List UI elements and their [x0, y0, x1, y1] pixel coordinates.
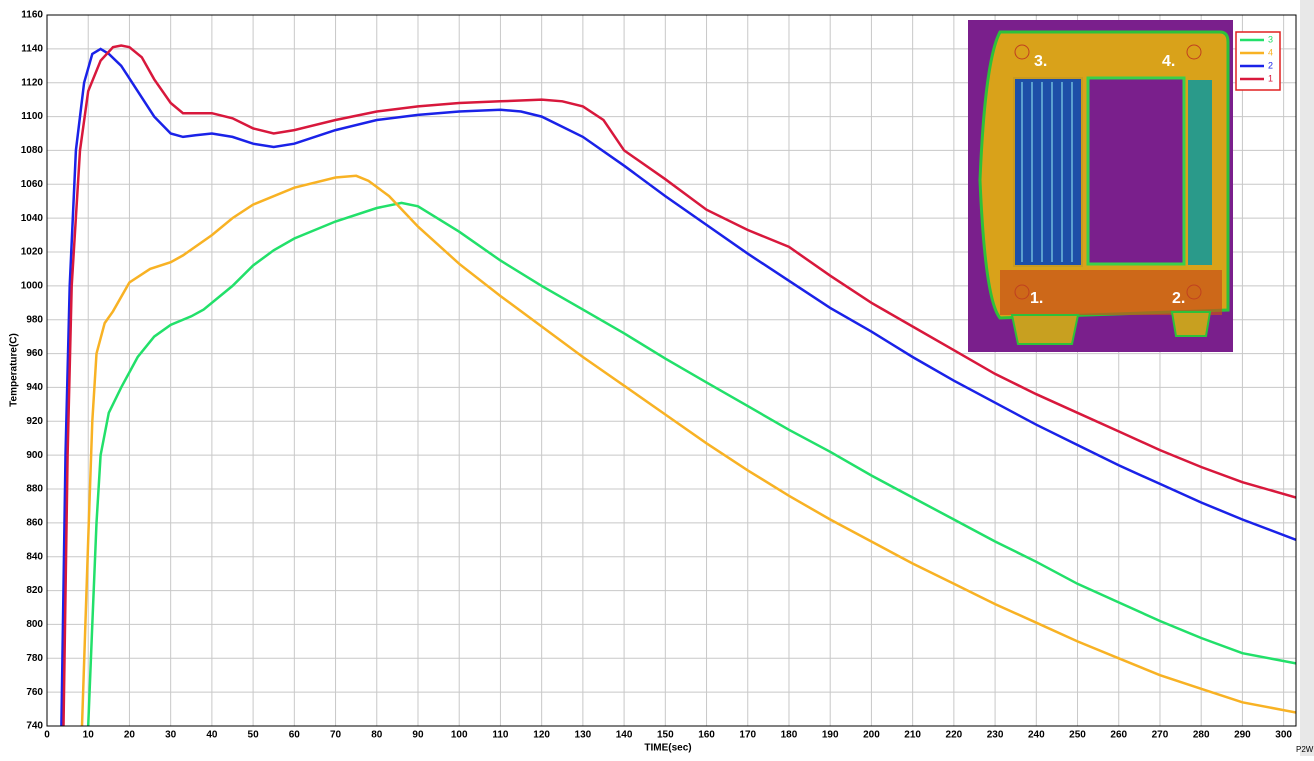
series-line [80, 174, 1296, 726]
casting-window [1086, 76, 1186, 266]
x-tick-label: 70 [330, 730, 342, 741]
x-tick-label: 130 [575, 730, 592, 741]
x-tick-label: 50 [248, 730, 260, 741]
y-tick-label: 940 [26, 382, 43, 393]
inset-label: 1. [1030, 290, 1043, 307]
x-tick-label: 150 [657, 730, 674, 741]
y-tick-label: 1160 [21, 10, 43, 21]
casting-arm [1188, 80, 1212, 265]
y-tick-label: 740 [26, 721, 43, 732]
x-tick-label: 10 [83, 730, 95, 741]
x-tick-label: 200 [863, 730, 880, 741]
y-tick-label: 1060 [21, 179, 44, 190]
y-tick-label: 1140 [21, 43, 43, 54]
y-tick-label: 880 [26, 484, 43, 495]
y-tick-label: 860 [26, 517, 43, 528]
x-tick-label: 120 [533, 730, 550, 741]
x-tick-label: 40 [206, 730, 218, 741]
legend-label: 3 [1268, 34, 1273, 44]
y-tick-label: 1000 [21, 280, 44, 291]
marker-ring [1014, 284, 1030, 300]
x-tick-label: 210 [904, 730, 921, 741]
y-tick-label: 760 [26, 687, 43, 698]
legend-box [1235, 31, 1281, 91]
x-tick-label: 280 [1193, 730, 1210, 741]
fin-lines [1021, 82, 1073, 262]
y-tick-label: 1080 [21, 145, 44, 156]
marker-ring [1014, 44, 1030, 60]
inset-image: 3. 4. 1. 2. 3 4 2 1 [968, 20, 1281, 352]
legend: 3 4 2 1 [1240, 34, 1273, 83]
inset-label: 4. [1162, 53, 1175, 70]
y-tick-label: 820 [26, 585, 43, 596]
corner-label: P2W1 [1296, 745, 1314, 754]
y-tick-label: 900 [26, 450, 43, 461]
y-tick-label: 1020 [21, 247, 44, 258]
x-tick-label: 170 [739, 730, 756, 741]
x-tick-label: 60 [289, 730, 301, 741]
x-tick-label: 190 [822, 730, 839, 741]
x-tick-label: 300 [1275, 730, 1292, 741]
casting-foot [1010, 314, 1080, 345]
x-tick-label: 180 [781, 730, 798, 741]
y-tick-label: 920 [26, 416, 43, 427]
y-tick-label: 1040 [21, 213, 44, 224]
casting-foot [1170, 311, 1212, 337]
y-tick-label: 960 [26, 348, 43, 359]
x-tick-label: 220 [946, 730, 963, 741]
legend-label: 4 [1268, 47, 1273, 57]
x-tick-label: 140 [616, 730, 633, 741]
lines [60, 44, 1296, 726]
series-line [60, 47, 1296, 726]
series-line [86, 201, 1296, 726]
x-tick-label: 110 [492, 730, 509, 741]
x-tick-label: 80 [371, 730, 383, 741]
inset-label: 3. [1034, 53, 1047, 70]
x-tick-label: 260 [1110, 730, 1127, 741]
side-strip [1300, 0, 1314, 756]
x-tick-label: 100 [451, 730, 468, 741]
x-tick-label: 230 [987, 730, 1004, 741]
plot-frame [46, 14, 1297, 727]
legend-label: 1 [1268, 73, 1273, 83]
x-tick-label: 270 [1152, 730, 1169, 741]
series-line [62, 44, 1296, 726]
y-tick-label: 800 [26, 619, 43, 630]
x-tick-label: 90 [412, 730, 424, 741]
x-tick-label: 290 [1234, 730, 1251, 741]
y-tick-label: 780 [26, 653, 43, 664]
x-axis-title: TIME(sec) [644, 743, 691, 754]
y-tick-label: 1100 [21, 111, 43, 122]
x-tick-label: 250 [1069, 730, 1086, 741]
casting-fins [1013, 77, 1083, 267]
marker-ring [1186, 284, 1202, 300]
x-tick-label: 160 [698, 730, 715, 741]
y-tick-label: 980 [26, 314, 43, 325]
legend-label: 2 [1268, 60, 1273, 70]
x-tick-label: 0 [44, 730, 50, 741]
y-tick-label: 1120 [21, 77, 43, 88]
y-tick-label: 840 [26, 551, 43, 562]
marker-ring [1186, 44, 1202, 60]
x-tick-label: 240 [1028, 730, 1045, 741]
inset-label: 2. [1172, 290, 1185, 307]
x-tick-label: 30 [165, 730, 177, 741]
x-tick-label: 20 [124, 730, 136, 741]
y-axis-title: Temperature(C) [9, 333, 20, 407]
casting-hot-zone [1000, 270, 1222, 315]
